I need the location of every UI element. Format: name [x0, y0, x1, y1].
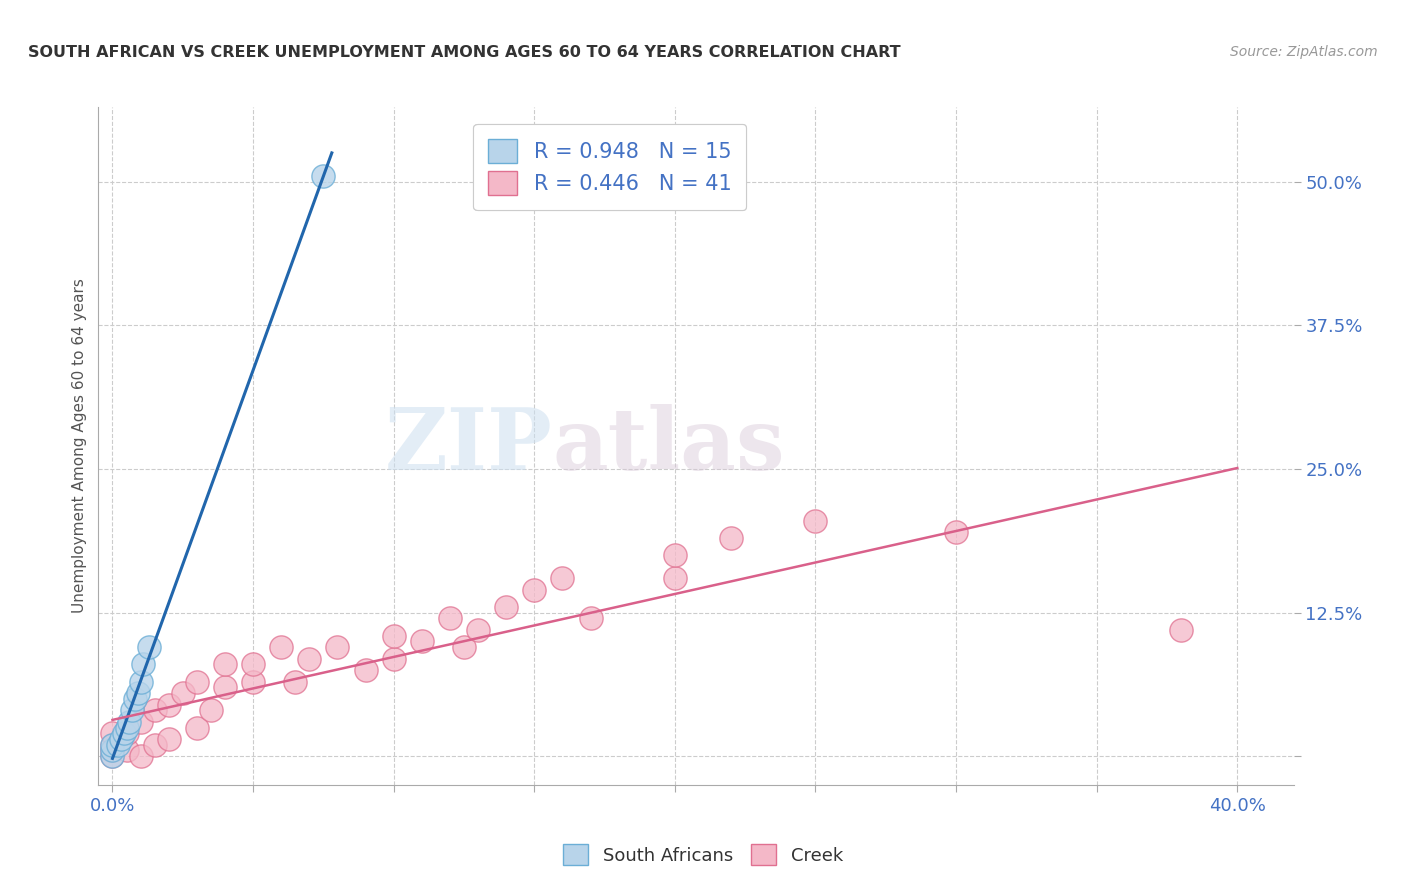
- Point: [439, 611, 461, 625]
- Point: [551, 571, 574, 585]
- Point: [945, 525, 967, 540]
- Point: [382, 651, 405, 665]
- Point: [112, 726, 135, 740]
- Point: [115, 721, 138, 735]
- Point: [132, 657, 155, 672]
- Point: [495, 599, 517, 614]
- Point: [186, 674, 208, 689]
- Point: [107, 738, 129, 752]
- Point: [214, 681, 236, 695]
- Point: [127, 686, 149, 700]
- Point: [523, 582, 546, 597]
- Point: [172, 686, 194, 700]
- Point: [186, 721, 208, 735]
- Point: [326, 640, 349, 654]
- Point: [242, 674, 264, 689]
- Point: [354, 663, 377, 677]
- Point: [143, 738, 166, 752]
- Point: [804, 514, 827, 528]
- Point: [579, 611, 602, 625]
- Point: [138, 640, 160, 654]
- Point: [411, 634, 433, 648]
- Point: [121, 703, 143, 717]
- Point: [270, 640, 292, 654]
- Point: [312, 169, 335, 183]
- Point: [101, 738, 124, 752]
- Point: [118, 714, 141, 729]
- Point: [720, 531, 742, 545]
- Legend: South Africans, Creek: South Africans, Creek: [554, 835, 852, 874]
- Point: [157, 731, 180, 746]
- Point: [115, 726, 138, 740]
- Point: [453, 640, 475, 654]
- Point: [101, 749, 124, 764]
- Point: [242, 657, 264, 672]
- Point: [101, 726, 124, 740]
- Point: [124, 691, 146, 706]
- Point: [129, 749, 152, 764]
- Text: Source: ZipAtlas.com: Source: ZipAtlas.com: [1230, 45, 1378, 59]
- Point: [101, 749, 124, 764]
- Point: [157, 698, 180, 712]
- Point: [115, 743, 138, 757]
- Y-axis label: Unemployment Among Ages 60 to 64 years: Unemployment Among Ages 60 to 64 years: [72, 278, 87, 614]
- Text: atlas: atlas: [553, 404, 785, 488]
- Point: [382, 629, 405, 643]
- Point: [664, 548, 686, 562]
- Point: [101, 743, 124, 757]
- Point: [214, 657, 236, 672]
- Point: [129, 674, 152, 689]
- Point: [110, 731, 132, 746]
- Legend: R = 0.948   N = 15, R = 0.446   N = 41: R = 0.948 N = 15, R = 0.446 N = 41: [474, 124, 747, 210]
- Point: [129, 714, 152, 729]
- Text: SOUTH AFRICAN VS CREEK UNEMPLOYMENT AMONG AGES 60 TO 64 YEARS CORRELATION CHART: SOUTH AFRICAN VS CREEK UNEMPLOYMENT AMON…: [28, 45, 901, 60]
- Point: [101, 743, 124, 757]
- Text: ZIP: ZIP: [385, 404, 553, 488]
- Point: [298, 651, 321, 665]
- Point: [664, 571, 686, 585]
- Point: [467, 623, 489, 637]
- Point: [143, 703, 166, 717]
- Point: [1170, 623, 1192, 637]
- Point: [284, 674, 307, 689]
- Point: [101, 738, 124, 752]
- Point: [200, 703, 222, 717]
